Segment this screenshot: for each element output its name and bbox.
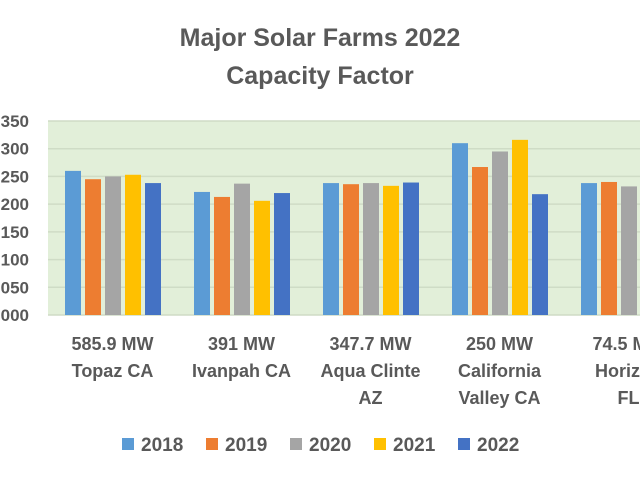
bar-2020-group-1 xyxy=(105,176,121,315)
bar-2018-group-1 xyxy=(65,170,81,315)
bar-2020-group-4 xyxy=(492,151,508,315)
y-tick-label: 0.050 xyxy=(0,278,29,297)
bar-2019-group-1 xyxy=(85,179,101,315)
category-label: 250 MW xyxy=(466,334,533,354)
category-label: FL xyxy=(618,388,640,408)
bar-2020-group-2 xyxy=(234,183,250,315)
bar-2019-group-5 xyxy=(601,181,617,315)
legend-label: 2018 xyxy=(141,435,183,456)
category-label: California xyxy=(458,361,542,381)
bar-2021-group-4 xyxy=(512,139,528,315)
bar-2018-group-2 xyxy=(194,191,210,315)
legend-item-2020: 2020 xyxy=(290,435,351,456)
y-tick-label: 0.300 xyxy=(0,140,29,159)
legend-label: 2022 xyxy=(477,435,519,456)
legend-swatch xyxy=(374,438,386,450)
category-label: Valley CA xyxy=(458,388,540,408)
bar-2018-group-4 xyxy=(452,143,468,315)
category-label: AZ xyxy=(359,388,383,408)
category-label: Ivanpah CA xyxy=(192,361,291,381)
bar-2022-group-4 xyxy=(532,194,548,315)
bar-2022-group-3 xyxy=(403,182,419,315)
category-label: 74.5 MW xyxy=(592,334,640,354)
bar-2022-group-1 xyxy=(145,183,161,315)
legend-label: 2021 xyxy=(393,435,436,456)
y-axis-tick-labels: 0.000 0.050 0.100 0.150 0.200 0.250 0.300 0.350 xyxy=(0,112,29,325)
category-label: 585.9 MW xyxy=(71,334,153,354)
legend: 2018 2019 2020 2021 2022 xyxy=(122,435,519,456)
category-label: Aqua Clinte xyxy=(320,361,420,381)
y-tick-label: 0.350 xyxy=(0,112,29,131)
legend-swatch xyxy=(290,438,302,450)
legend-item-2021: 2021 xyxy=(374,435,436,456)
y-tick-label: 0.150 xyxy=(0,223,29,242)
category-label: Horizon xyxy=(595,361,640,381)
bar-2019-group-4 xyxy=(472,167,488,315)
category-label: 347.7 MW xyxy=(329,334,411,354)
y-tick-label: 0.250 xyxy=(0,167,29,186)
legend-swatch xyxy=(458,438,470,450)
legend-swatch xyxy=(206,438,218,450)
bar-2019-group-3 xyxy=(343,184,359,315)
y-tick-label: 0.000 xyxy=(0,306,29,325)
bar-2019-group-2 xyxy=(214,196,230,315)
bar-2018-group-3 xyxy=(323,183,339,315)
bars xyxy=(65,139,637,315)
legend-label: 2019 xyxy=(225,435,267,456)
bar-2018-group-5 xyxy=(581,183,597,315)
x-axis-category-labels: 585.9 MW Topaz CA 391 MW Ivanpah CA 347.7 MW… xyxy=(71,334,640,408)
legend-swatch xyxy=(122,438,134,450)
chart-title-line-2: Capacity Factor xyxy=(226,62,414,90)
y-tick-label: 0.100 xyxy=(0,251,29,270)
legend-item-2022: 2022 xyxy=(458,435,519,456)
bar-2021-group-3 xyxy=(383,185,399,315)
chart-title-line-1: Major Solar Farms 2022 xyxy=(180,24,461,52)
bar-2021-group-2 xyxy=(254,200,270,315)
legend-item-2019: 2019 xyxy=(206,435,267,456)
y-tick-label: 0.200 xyxy=(0,195,29,214)
bar-2020-group-5 xyxy=(621,186,637,315)
bar-2021-group-1 xyxy=(125,174,141,315)
bar-2020-group-3 xyxy=(363,183,379,315)
legend-item-2018: 2018 xyxy=(122,435,183,456)
bar-2022-group-2 xyxy=(274,193,290,315)
legend-label: 2020 xyxy=(309,435,351,456)
category-label: Topaz CA xyxy=(72,361,154,381)
category-label: 391 MW xyxy=(208,334,275,354)
